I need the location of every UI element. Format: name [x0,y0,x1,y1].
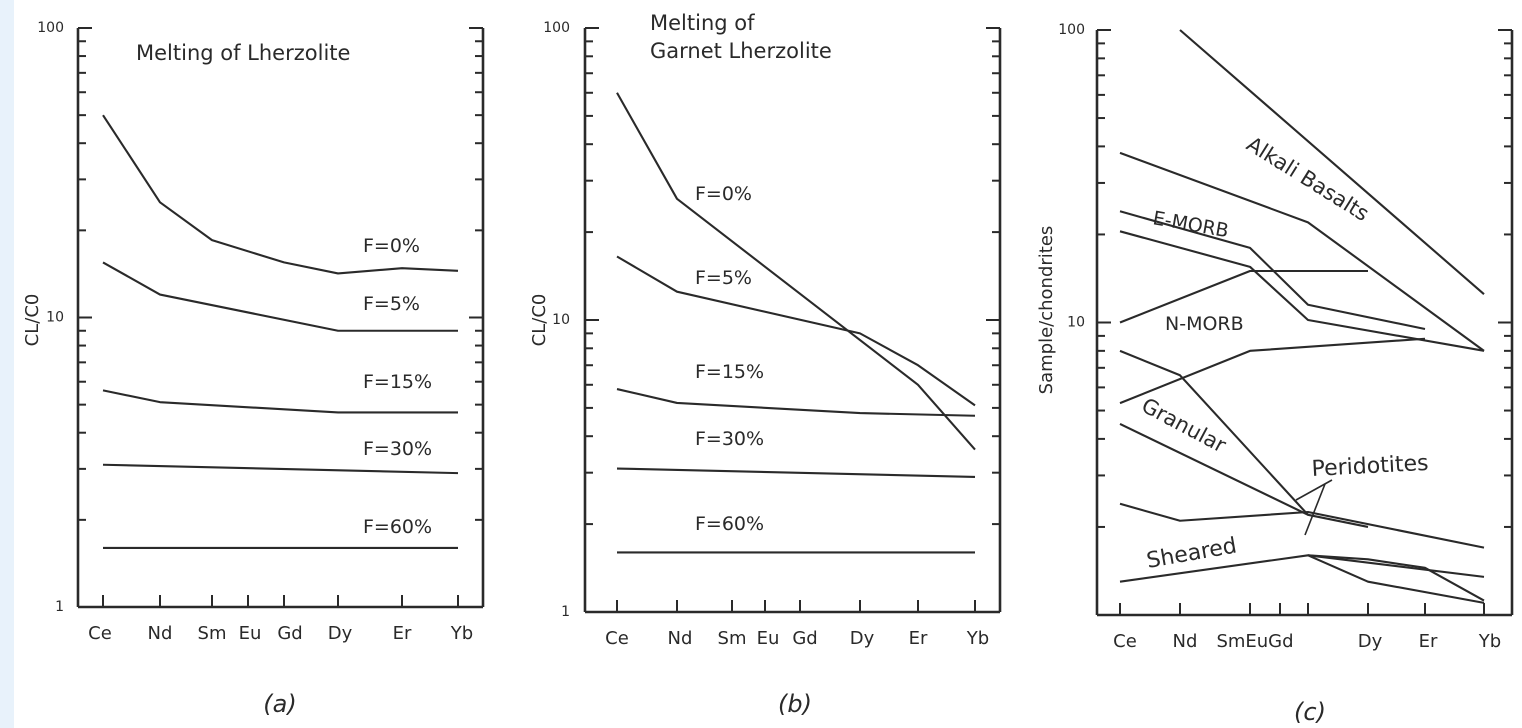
series-line [1119,210,1426,331]
series-label: F=60% [695,513,764,535]
series-line [102,389,458,414]
x-tick-label: Dy [850,628,875,649]
x-tick-label: Sm [718,628,747,649]
x-tick-label: Er [1419,631,1438,652]
x-tick-label: Dy [1358,631,1383,652]
series-line [616,388,976,417]
series-line [1119,337,1426,405]
x-tick-label: Er [909,628,928,649]
series-line [616,467,976,479]
panel-label: (a) [263,690,296,718]
x-tick-label: Yb [450,623,473,644]
pointer-line [1304,483,1326,536]
page-edge-strip [0,0,14,728]
series-label: F=5% [363,293,420,315]
series-line [616,255,976,407]
y-tick-label: 1 [561,604,570,620]
series-label: F=15% [695,361,764,383]
series-label: F=60% [363,516,432,538]
x-tick-label: Ce [88,623,112,644]
x-tick-label: Eu [239,623,262,644]
panel-label: (c) [1294,698,1326,726]
series-line [1119,151,1485,352]
y-tick-label: 10 [552,312,570,328]
annotation-label: Alkali Basalts [1242,132,1373,226]
series-line [102,463,459,475]
series-line [102,261,458,332]
x-tick-label: SmEuGd [1216,631,1293,652]
y-tick-label: 100 [1058,22,1085,38]
annotation-label: Peridotites [1311,451,1429,482]
y-tick-label: 10 [1067,315,1085,331]
series-line [1119,349,1369,528]
x-tick-label: Eu [757,628,780,649]
series-line [102,114,459,275]
x-tick-label: Nd [148,623,173,644]
chart-title: Garnet Lherzolite [650,39,832,63]
x-tick-label: Gd [792,628,817,649]
series-line [1119,502,1485,549]
x-tick-label: Yb [966,628,989,649]
series-label: F=30% [363,438,432,460]
annotation-label: Granular [1138,393,1231,457]
annotation-label: E-MORB [1151,207,1230,242]
x-tick-label: Er [393,623,412,644]
x-tick-label: Dy [328,623,353,644]
series-line [1307,554,1485,602]
annotation-label: N-MORB [1165,313,1244,335]
y-tick-label: 1 [55,599,64,615]
y-axis-label: CL/C0 [529,294,550,347]
series-line [1119,269,1368,324]
x-tick-label: Ce [605,628,629,649]
series-line [1119,230,1485,352]
series-label: F=0% [363,235,420,257]
x-tick-label: Sm [198,623,227,644]
y-tick-label: 100 [543,20,570,36]
x-tick-label: Nd [1173,631,1198,652]
series-line [616,92,976,451]
x-tick-label: Gd [277,623,302,644]
y-axis-label: CL/C0 [22,294,43,347]
series-label: F=5% [695,267,752,289]
series-label: F=30% [695,428,764,450]
x-tick-label: Ce [1113,631,1137,652]
series-label: F=0% [695,183,752,205]
series-line [1307,554,1485,604]
panel-label: (b) [778,690,812,718]
chart-title: Melting of [650,11,755,35]
y-tick-label: 100 [37,20,64,36]
pointer-line [1295,479,1333,501]
x-tick-label: Nd [668,628,693,649]
y-axis-label: Sample/chondrites [1036,226,1057,395]
series-line [1119,422,1309,516]
x-tick-label: Yb [1478,631,1501,652]
series-line [1179,29,1485,295]
series-label: F=15% [363,371,432,393]
chart-title: Melting of Lherzolite [136,41,350,65]
y-tick-label: 10 [46,310,64,326]
